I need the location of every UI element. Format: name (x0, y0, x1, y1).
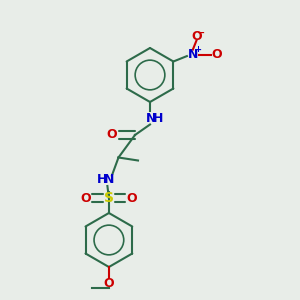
Text: S: S (104, 191, 114, 205)
Text: H: H (97, 172, 107, 186)
Text: N: N (188, 48, 198, 62)
Text: N: N (104, 172, 114, 186)
Text: O: O (106, 128, 117, 142)
Text: −: − (197, 28, 205, 38)
Text: +: + (194, 45, 202, 54)
Text: H: H (153, 112, 164, 125)
Text: O: O (127, 191, 137, 205)
Text: O: O (211, 48, 222, 62)
Text: O: O (80, 191, 91, 205)
Text: N: N (146, 112, 157, 125)
Text: O: O (191, 30, 202, 43)
Text: O: O (103, 277, 114, 290)
